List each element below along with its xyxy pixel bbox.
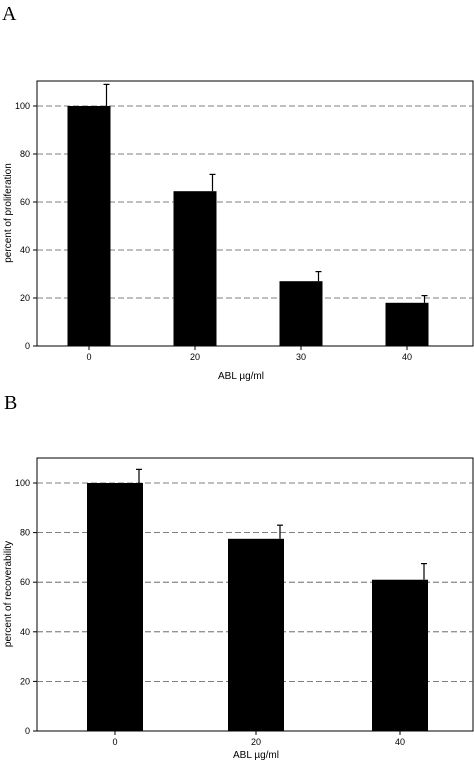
x-tick-label: 30 (296, 352, 306, 362)
x-tick-label: 20 (190, 352, 200, 362)
bar (385, 302, 429, 346)
y-tick-label: 20 (20, 676, 30, 686)
x-axis-label-a: ABL µg/ml (218, 371, 264, 382)
bar (67, 106, 111, 346)
bar (228, 538, 284, 731)
panel-b-label: B (4, 392, 17, 414)
panel-a-label: A (2, 3, 17, 25)
x-tick-label: 0 (112, 737, 117, 747)
y-tick-label: 100 (15, 101, 30, 111)
x-tick-label: 0 (86, 352, 91, 362)
x-ticks-a: 0 20 30 40 (86, 346, 412, 362)
bar (87, 483, 143, 731)
x-tick-label: 20 (251, 737, 261, 747)
x-tick-label: 40 (395, 737, 405, 747)
y-ticks-a: 0 20 40 60 80 100 (15, 101, 37, 351)
x-ticks-b: 0 20 40 (112, 731, 405, 747)
y-tick-label: 60 (20, 197, 30, 207)
y-tick-label: 100 (15, 478, 30, 488)
panel-a: A 0 20 40 60 80 100 0 20 30 40 percent of prolif… (2, 3, 474, 382)
bar (372, 579, 428, 731)
y-axis-label-a: percent of proliferation (3, 163, 14, 263)
y-tick-label: 0 (25, 341, 30, 351)
y-tick-label: 20 (20, 293, 30, 303)
y-tick-label: 0 (25, 726, 30, 736)
bars-a (67, 83, 429, 346)
y-tick-label: 40 (20, 245, 30, 255)
x-tick-label: 40 (402, 352, 412, 362)
y-tick-label: 60 (20, 577, 30, 587)
plot-area-a (36, 80, 474, 347)
y-ticks-b: 0 20 40 60 80 100 (15, 478, 37, 736)
bar (173, 191, 217, 346)
y-axis-label-b: percent of recoverability (3, 541, 14, 647)
panel-b: B 0 20 40 60 80 100 0 20 40 percent of recovera… (3, 392, 474, 761)
y-tick-label: 40 (20, 627, 30, 637)
y-tick-label: 80 (20, 149, 30, 159)
bars-b (87, 468, 428, 731)
bar (279, 281, 323, 346)
x-axis-label-b: ABL µg/ml (233, 750, 279, 761)
y-tick-label: 80 (20, 528, 30, 538)
